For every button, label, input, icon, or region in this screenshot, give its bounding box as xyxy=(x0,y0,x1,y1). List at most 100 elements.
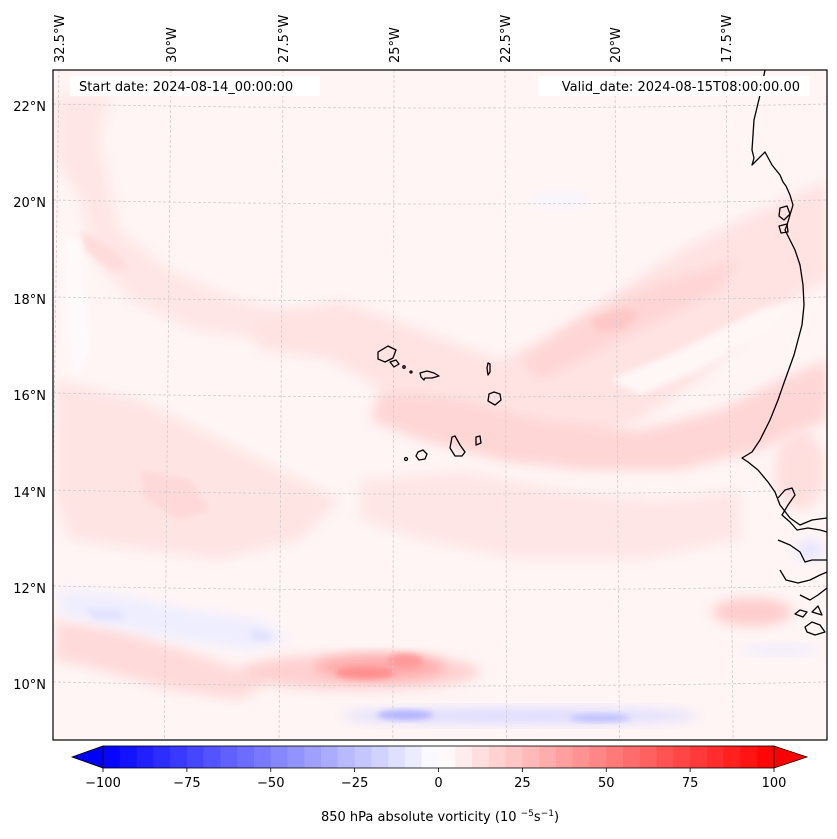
colorbar-segments xyxy=(103,746,775,768)
colorbar-segment xyxy=(220,746,238,768)
gridline-lat xyxy=(53,392,827,398)
island-sal xyxy=(486,362,491,376)
colorbar-segment xyxy=(404,746,423,768)
colorbar-label-unit: s xyxy=(534,810,541,825)
colorbar-tick-label: −50 xyxy=(257,776,284,791)
colorbar-segment xyxy=(639,746,658,768)
colorbar-label-exp1: −5 xyxy=(521,809,534,819)
colorbar-segment xyxy=(388,746,406,768)
colorbar-segment xyxy=(589,746,607,768)
island-sao-vicente xyxy=(389,359,400,368)
colorbar-segment xyxy=(371,746,389,768)
gridline-lon xyxy=(163,70,172,740)
colorbar-segment xyxy=(555,746,574,768)
vorticity-field xyxy=(55,95,827,724)
colorbar-tick-label: 75 xyxy=(682,776,699,791)
colorbar-segment xyxy=(505,746,523,768)
colorbar-segment xyxy=(287,746,305,768)
lon-tick-label: 30°W xyxy=(165,27,180,63)
field-band-outer xyxy=(250,180,827,460)
coastline-guinea xyxy=(799,587,827,601)
colorbar-label-exp2: −1 xyxy=(541,809,554,819)
island-boa-vista xyxy=(487,391,502,406)
gridline-lat xyxy=(53,585,827,591)
lon-tick-label: 20°W xyxy=(609,27,624,63)
coast-island-c xyxy=(804,621,826,636)
gridline-lon xyxy=(614,70,620,740)
gridline-lat xyxy=(53,489,827,495)
field-patch-negative-30w xyxy=(60,590,290,650)
colorbar-segment xyxy=(186,746,205,768)
field-band-max-20w xyxy=(590,308,640,332)
gridline-lon xyxy=(53,70,60,521)
colorbar-segment xyxy=(337,746,356,768)
colorbar-segment xyxy=(270,746,289,768)
field-patch-nw-plume-inner xyxy=(80,230,130,270)
gridlines xyxy=(53,70,827,740)
coast-lagoon-b xyxy=(778,223,789,234)
colorbar-segment xyxy=(153,746,171,768)
lat-tick-label: 14°N xyxy=(13,486,46,501)
field-negative-streak-core-a xyxy=(377,710,433,720)
island-branco xyxy=(409,370,413,374)
lon-tick-label: 22.5°W xyxy=(499,15,514,63)
coastline-gambia xyxy=(777,539,827,563)
coastlines xyxy=(377,70,827,636)
field-patch-coast-pink xyxy=(775,430,825,510)
colorbar-segment xyxy=(488,746,507,768)
field-patch-negative-30w-core xyxy=(85,608,272,642)
colorbar-segment xyxy=(237,746,255,768)
colorbar-label-main: 850 hPa absolute vorticity (10 xyxy=(321,810,517,825)
colorbar-segment xyxy=(354,746,373,768)
island-brava xyxy=(403,456,409,462)
gridline-lon xyxy=(278,70,284,740)
colorbar-segment xyxy=(136,746,154,768)
field-patch-midleft-inner xyxy=(140,470,210,520)
colorbar-label: 850 hPa absolute vorticity (10 −5s−1) xyxy=(321,809,559,825)
lat-tick-label: 12°N xyxy=(13,582,46,597)
colorbar-segment xyxy=(723,746,742,768)
colorbar: −100 −75 −50 −25 0 25 50 75 100 850 hPa absolute… xyxy=(70,745,809,825)
colorbar-label-close: ) xyxy=(554,810,559,825)
coast-island-a xyxy=(794,609,808,618)
colorbar-segment xyxy=(321,746,339,768)
colorbar-extend-min-arrow xyxy=(70,745,104,769)
island-santo-antao xyxy=(377,345,397,363)
gridline-lat xyxy=(53,103,827,109)
colorbar-segment xyxy=(421,746,440,768)
colorbar-tick-label: 25 xyxy=(514,776,531,791)
coastline-guinea-bissau xyxy=(779,569,827,584)
field-negative-streak-core-b xyxy=(570,714,630,722)
colorbar-segment xyxy=(253,746,272,768)
colorbar-tick-label: −100 xyxy=(85,776,121,791)
lat-tick-label: 10°N xyxy=(13,678,46,693)
colorbar-segment xyxy=(103,746,121,768)
coast-lagoon-a xyxy=(778,205,791,221)
start-date-box xyxy=(70,76,320,96)
colorbar-tick-label: 50 xyxy=(598,776,615,791)
colorbar-segment xyxy=(740,746,758,768)
lat-tick-label: 20°N xyxy=(13,196,46,211)
colorbar-segment xyxy=(170,746,188,768)
start-date-text: Start date: 2024-08-14_00:00:00 xyxy=(79,80,293,95)
colorbar-segment xyxy=(757,746,775,768)
coast-island-b xyxy=(811,605,823,616)
colorbar-segment xyxy=(119,746,138,768)
island-fogo xyxy=(415,449,428,461)
field-patch-nw-plume xyxy=(55,95,330,340)
map-frame xyxy=(52,69,828,741)
lon-tick-label: 25°W xyxy=(388,27,403,63)
coastline-senegal-south xyxy=(777,487,827,533)
field-faint-negative-north xyxy=(530,194,590,206)
colorbar-segment xyxy=(539,746,557,768)
colorbar-tick-label: −25 xyxy=(341,776,368,791)
valid-date-box xyxy=(538,76,810,96)
field-max-10n-core xyxy=(335,667,395,679)
lat-tick-label: 22°N xyxy=(13,100,46,115)
island-santiago xyxy=(449,435,466,457)
field-patch-midleft xyxy=(55,380,340,560)
field-negative-coast-b xyxy=(740,645,820,655)
valid-date-text: Valid_date: 2024-08-15T08:00:00.00 xyxy=(562,80,800,95)
gridline-lon xyxy=(504,70,508,740)
